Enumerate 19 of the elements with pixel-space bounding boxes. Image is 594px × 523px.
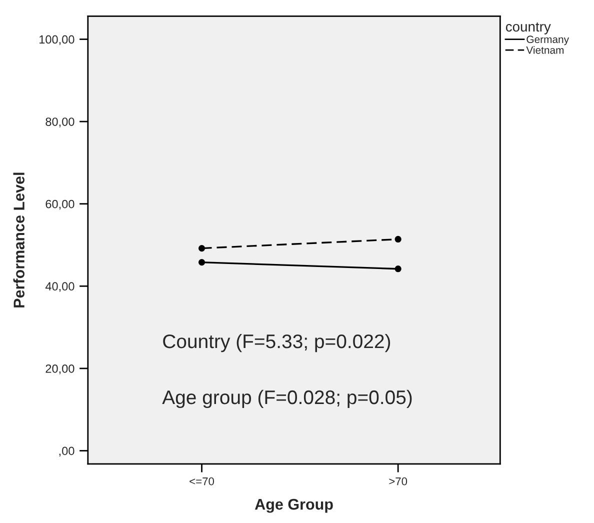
y-tick-label: 100,00 (40, 35, 74, 46)
x-tick-label: <=70 (190, 477, 214, 486)
y-tick-label: 80,00 (46, 118, 74, 128)
annotation: Country (F=5.33; p=0.022) (163, 334, 390, 352)
legend-label: Vietnam (526, 46, 564, 54)
point (198, 258, 206, 266)
point (394, 266, 402, 272)
x-tick-label: >70 (389, 477, 408, 486)
point (198, 244, 206, 252)
legend-title: country (506, 22, 551, 34)
y-tick-label: 60,00 (46, 200, 74, 210)
y-axis-title: Performance Level (13, 172, 24, 308)
point (394, 236, 402, 243)
y-tick-label: 40,00 (45, 282, 74, 292)
x-axis-title: Age Group (254, 498, 333, 513)
y-tick-label: ,00 (59, 446, 74, 457)
y-tick-label: 20,00 (46, 364, 74, 374)
legend-label: Germany (526, 36, 570, 46)
annotation: Age group (F=0.028; p=0.05) (162, 390, 412, 408)
